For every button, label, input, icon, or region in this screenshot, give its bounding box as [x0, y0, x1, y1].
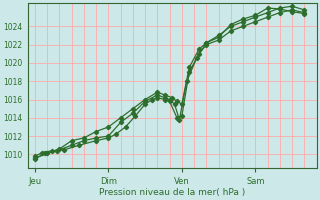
X-axis label: Pression niveau de la mer( hPa ): Pression niveau de la mer( hPa )	[99, 188, 245, 197]
